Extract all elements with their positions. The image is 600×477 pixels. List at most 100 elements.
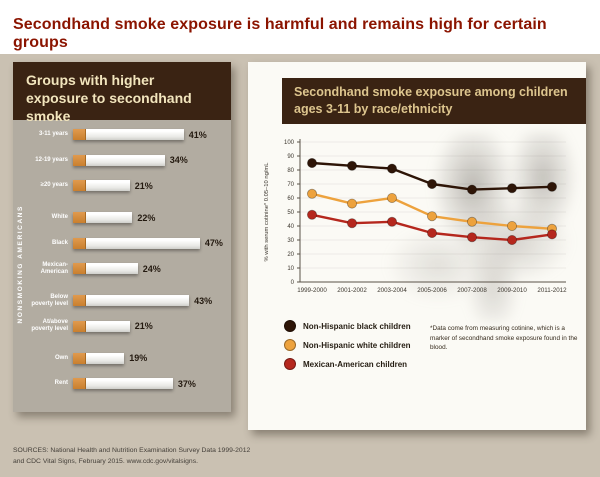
svg-text:20: 20 — [287, 252, 294, 258]
cigarette-bar — [73, 378, 173, 389]
bar-row: Own 19% — [31, 348, 229, 369]
sources-line-2: and CDC Vital Signs, February 2015. www.… — [13, 457, 198, 465]
svg-text:2007-2008: 2007-2008 — [457, 287, 487, 294]
bar-row-label: White — [51, 214, 68, 221]
bar-row: Rent 37% — [31, 373, 229, 394]
bar-chart-panel: Groups with higher exposure to secondhan… — [13, 62, 231, 412]
cigarette-bar — [73, 212, 133, 223]
svg-text:2003-2004: 2003-2004 — [377, 287, 407, 294]
svg-text:80: 80 — [287, 168, 294, 174]
bar-chart-axis-label: NONSMOKING AMERICANS — [17, 204, 24, 324]
svg-text:0: 0 — [291, 280, 295, 286]
bar-value-label: 24% — [142, 263, 161, 274]
sources-text: SOURCES: National Health and Nutrition E… — [13, 446, 393, 467]
svg-text:2001-2002: 2001-2002 — [337, 287, 367, 294]
line-chart-wrap: 0 10 20 30 40 50 60 70 80 90 100 1999-2000 2001-2002… — [256, 132, 580, 302]
bar-value-label: 41% — [188, 129, 207, 140]
cigarette-bar — [73, 352, 125, 364]
bar-row-label: Black — [51, 239, 68, 246]
cigarette-body — [86, 263, 138, 274]
cigarette-bar — [73, 180, 130, 191]
svg-text:10: 10 — [287, 266, 294, 272]
cigarette-filter-tip — [73, 180, 86, 191]
bar-chart-title: Groups with higher exposure to secondhan… — [13, 62, 231, 124]
bar-row: At/above poverty level 21% — [31, 316, 229, 337]
legend-label: Non-Hispanic black children — [303, 321, 411, 331]
svg-text:2011-2012: 2011-2012 — [537, 287, 567, 294]
svg-text:2005-2006: 2005-2006 — [417, 287, 447, 294]
cigarette-filter-tip — [73, 237, 86, 249]
bar-row-label: 3-11 years — [38, 131, 68, 138]
cigarette-filter-tip — [73, 212, 86, 223]
line-chart-title: Secondhand smoke exposure among children… — [282, 78, 586, 124]
bar-row: 3-11 years 41% — [31, 124, 229, 145]
cigarette-body — [86, 212, 133, 223]
legend-item: Non-Hispanic white children — [284, 339, 411, 351]
bar-value-label: 34% — [169, 155, 188, 165]
cotinine-footnote: *Data come from measuring cotinine, whic… — [430, 325, 578, 352]
svg-text:70: 70 — [287, 182, 294, 188]
top-title-band: Secondhand smoke exposure is harmful and… — [0, 0, 600, 54]
bar-row: Mexican-American 24% — [31, 258, 229, 279]
cigarette-body — [86, 378, 173, 389]
legend-item: Non-Hispanic black children — [284, 320, 411, 332]
cigarette-bar — [73, 320, 130, 332]
legend-dot-mexican-american-children — [284, 358, 296, 370]
legend-label: Non-Hispanic white children — [303, 340, 411, 350]
cigarette-body — [86, 295, 190, 306]
cigarette-body — [86, 129, 184, 140]
cigarette-filter-tip — [73, 352, 86, 364]
bar-value-label: 43% — [194, 295, 213, 306]
bar-row: White 22% — [31, 207, 229, 228]
cigarette-filter-tip — [73, 320, 86, 332]
cigarette-body — [86, 320, 130, 332]
cigarette-body — [86, 237, 200, 249]
cigarette-bar — [73, 154, 165, 166]
svg-text:60: 60 — [287, 196, 294, 202]
sources-line-1: SOURCES: National Health and Nutrition E… — [13, 447, 251, 454]
svg-text:30: 30 — [287, 238, 294, 244]
svg-text:90: 90 — [287, 154, 294, 160]
svg-text:50: 50 — [287, 210, 294, 216]
bar-value-label: 21% — [134, 180, 153, 191]
cigarette-filter-tip — [73, 295, 86, 306]
bar-row-label: ≥20 years — [40, 182, 68, 189]
cigarette-filter-tip — [73, 154, 86, 166]
legend-label: Mexican-American children — [303, 359, 408, 369]
cigarette-bar — [73, 237, 200, 249]
bar-row: Below poverty level 43% — [31, 290, 229, 311]
cigarette-bar — [73, 263, 138, 274]
bar-value-label: 22% — [137, 212, 156, 223]
bar-row-label: 12-19 years — [35, 156, 68, 163]
bar-chart-rows: 3-11 years 41% 12-19 years 34% ≥20 years… — [31, 124, 229, 408]
svg-text:40: 40 — [287, 224, 294, 230]
bar-row: ≥20 years 21% — [31, 175, 229, 196]
legend-dot-white-children — [284, 339, 296, 351]
bar-row-label: At/above poverty level — [31, 319, 68, 332]
cigarette-filter-tip — [73, 263, 86, 274]
legend-item: Mexican-American children — [284, 358, 411, 370]
cigarette-body — [86, 154, 165, 166]
bar-value-label: 21% — [134, 321, 153, 331]
svg-text:2009-2010: 2009-2010 — [497, 287, 527, 294]
bar-row-label: Rent — [54, 380, 68, 387]
cigarette-body — [86, 352, 125, 364]
bar-value-label: 47% — [204, 238, 223, 248]
bar-row-label: Own — [55, 354, 68, 361]
svg-text:100: 100 — [284, 140, 295, 146]
legend-dot-black-children — [284, 320, 296, 332]
line-chart-panel: Secondhand smoke exposure among children… — [248, 62, 586, 430]
bar-value-label: 19% — [129, 353, 148, 363]
page-title: Secondhand smoke exposure is harmful and… — [13, 16, 547, 51]
chart-legend: Non-Hispanic black children Non-Hispanic… — [284, 320, 411, 377]
exposure-line-chart: 0 10 20 30 40 50 60 70 80 90 100 1999-2000 2001-2002… — [264, 139, 567, 294]
cigarette-filter-tip — [73, 129, 86, 140]
cigarette-bar — [73, 295, 190, 306]
bar-chart-axis-label-wrap: NONSMOKING AMERICANS — [17, 122, 24, 406]
cigarette-bar — [73, 129, 184, 140]
bar-row-label: Below poverty level — [31, 293, 68, 307]
svg-text:% with serum cotinine* 0.05–10: % with serum cotinine* 0.05–10 ng/mL — [264, 162, 270, 262]
bar-value-label: 37% — [177, 378, 196, 389]
bar-row-label: Mexican-American — [40, 261, 68, 275]
